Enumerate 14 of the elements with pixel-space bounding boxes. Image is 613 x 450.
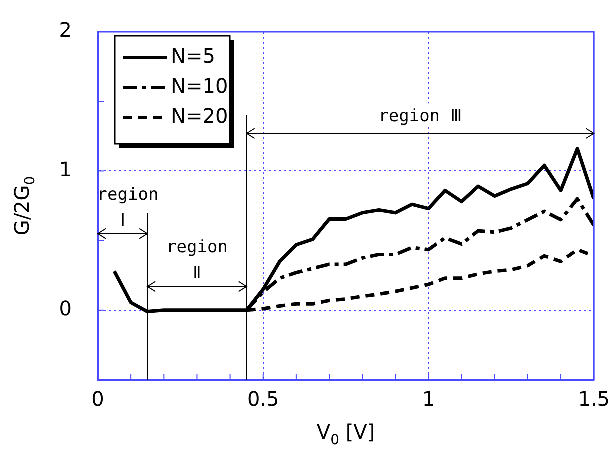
legend-label: N=20 <box>171 104 228 128</box>
legend-label: N=5 <box>171 44 216 68</box>
annotation: region Ⅲ <box>378 106 462 127</box>
x-tick-label: 0.5 <box>247 387 280 412</box>
x-tick-label: 0 <box>92 387 104 412</box>
x-tick-label: 1.5 <box>578 387 610 412</box>
annotation: region Ⅰ <box>97 184 159 231</box>
legend-label: N=10 <box>171 74 228 98</box>
x-tick-label: 1 <box>422 387 436 412</box>
y-tick-label: 2 <box>59 18 72 42</box>
y-axis-title: G/2G0 <box>10 176 39 236</box>
y-tick-label: 1 <box>59 157 72 182</box>
y-tick-label: 0 <box>59 296 72 321</box>
annotation: region Ⅱ <box>166 238 228 284</box>
